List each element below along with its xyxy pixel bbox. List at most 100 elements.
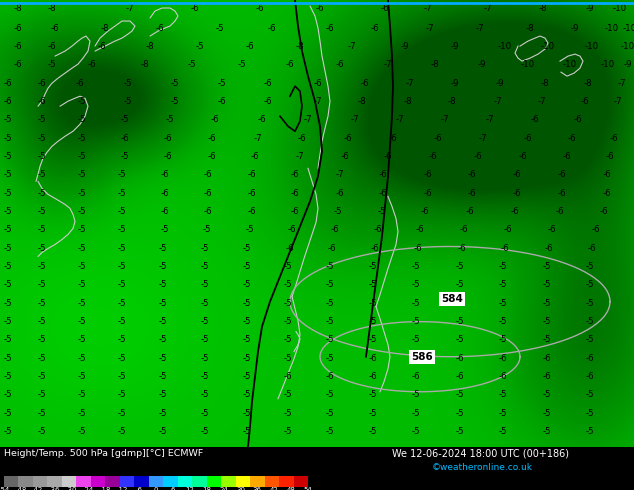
Text: -5: -5 — [160, 225, 169, 234]
Text: -8: -8 — [48, 3, 56, 13]
Text: -5: -5 — [78, 427, 86, 437]
Text: -48: -48 — [15, 488, 27, 490]
Text: -6: -6 — [160, 189, 169, 198]
Text: -6: -6 — [264, 97, 273, 106]
Text: -42: -42 — [32, 488, 43, 490]
Text: -5: -5 — [4, 372, 12, 381]
Text: -6: -6 — [204, 189, 212, 198]
Text: -5: -5 — [456, 335, 464, 344]
Text: -5: -5 — [37, 354, 46, 363]
Text: -6: -6 — [248, 207, 256, 216]
Text: -9: -9 — [451, 79, 459, 88]
Text: -5: -5 — [283, 299, 292, 308]
Text: -5: -5 — [78, 317, 86, 326]
Text: -6: -6 — [37, 79, 46, 88]
Text: -6: -6 — [369, 354, 377, 363]
Text: -5: -5 — [201, 409, 209, 418]
Text: -5: -5 — [124, 79, 133, 88]
Text: -24: -24 — [83, 488, 94, 490]
Text: -9: -9 — [451, 42, 459, 50]
Text: -6: -6 — [160, 207, 169, 216]
Text: -5: -5 — [118, 427, 126, 437]
Text: -36: -36 — [49, 488, 60, 490]
Text: -10: -10 — [601, 60, 615, 69]
Text: -6: -6 — [4, 97, 12, 106]
Text: -7: -7 — [425, 24, 434, 32]
Text: -5: -5 — [78, 152, 86, 161]
Text: -6: -6 — [4, 79, 12, 88]
Text: -9: -9 — [478, 60, 486, 69]
Text: -6: -6 — [314, 79, 322, 88]
Text: -8: -8 — [526, 24, 534, 32]
Text: -5: -5 — [201, 427, 209, 437]
Text: -7: -7 — [351, 115, 359, 124]
Text: -6: -6 — [208, 152, 216, 161]
Text: -6: -6 — [250, 152, 259, 161]
Text: -10: -10 — [613, 3, 627, 13]
Text: -6: -6 — [421, 207, 429, 216]
Text: -5: -5 — [543, 427, 552, 437]
Text: -5: -5 — [37, 409, 46, 418]
Text: -5: -5 — [4, 262, 12, 271]
Text: 24: 24 — [219, 488, 228, 490]
Text: -5: -5 — [78, 390, 86, 399]
Text: -7: -7 — [335, 170, 344, 179]
Text: -5: -5 — [283, 335, 292, 344]
Text: -6: -6 — [51, 24, 60, 32]
Text: -6: -6 — [344, 134, 353, 143]
Text: -5: -5 — [4, 317, 12, 326]
Text: -6: -6 — [543, 354, 552, 363]
Text: -8: -8 — [541, 79, 549, 88]
Text: -7: -7 — [396, 115, 404, 124]
Text: -6: -6 — [389, 134, 398, 143]
Text: 586: 586 — [411, 352, 433, 362]
Text: -5: -5 — [411, 262, 420, 271]
Text: -5: -5 — [37, 299, 46, 308]
Text: -5: -5 — [243, 427, 251, 437]
Text: -6: -6 — [326, 24, 334, 32]
Text: -6: -6 — [326, 372, 334, 381]
Text: -5: -5 — [283, 354, 292, 363]
Text: -5: -5 — [499, 409, 507, 418]
Text: -6: -6 — [268, 24, 276, 32]
Text: -5: -5 — [37, 244, 46, 253]
Text: -6: -6 — [424, 170, 432, 179]
Text: -5: -5 — [456, 409, 464, 418]
Text: -5: -5 — [283, 262, 292, 271]
Text: -54: -54 — [0, 488, 10, 490]
Text: -8: -8 — [404, 97, 412, 106]
Text: -5: -5 — [326, 317, 334, 326]
Text: -5: -5 — [326, 409, 334, 418]
Text: -6: -6 — [574, 115, 582, 124]
Text: -6: -6 — [610, 134, 618, 143]
Text: -5: -5 — [499, 390, 507, 399]
Text: -6: -6 — [191, 3, 199, 13]
Text: -5: -5 — [499, 299, 507, 308]
Text: -5: -5 — [78, 115, 86, 124]
Text: -6: -6 — [543, 372, 552, 381]
Text: -5: -5 — [369, 280, 377, 289]
Text: -5: -5 — [411, 317, 420, 326]
Text: -6: -6 — [503, 225, 512, 234]
Text: -5: -5 — [78, 244, 86, 253]
Text: -5: -5 — [543, 335, 552, 344]
Text: -5: -5 — [243, 262, 251, 271]
Text: -7: -7 — [486, 115, 495, 124]
Text: -5: -5 — [158, 335, 167, 344]
Text: -5: -5 — [333, 207, 342, 216]
Text: -6: -6 — [288, 225, 296, 234]
Bar — [33, 476, 48, 487]
Text: -6: -6 — [424, 189, 432, 198]
Text: -6: -6 — [592, 225, 600, 234]
Text: -5: -5 — [118, 390, 126, 399]
Text: -10: -10 — [605, 24, 619, 32]
Text: -5: -5 — [326, 280, 334, 289]
Text: -5: -5 — [246, 225, 254, 234]
Bar — [207, 476, 221, 487]
Text: -5: -5 — [158, 409, 167, 418]
Text: -5: -5 — [37, 207, 46, 216]
Text: -5: -5 — [201, 372, 209, 381]
Text: -5: -5 — [78, 134, 86, 143]
Text: -5: -5 — [158, 244, 167, 253]
Text: -5: -5 — [499, 335, 507, 344]
